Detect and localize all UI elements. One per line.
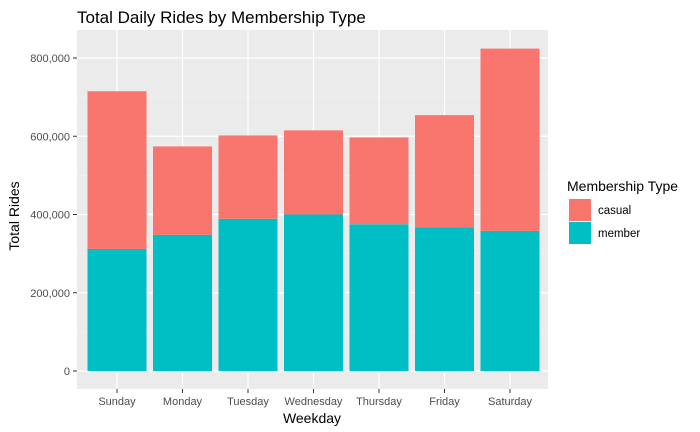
y-tick-label: 600,000 [30, 131, 70, 143]
x-tick-label: Monday [163, 396, 203, 408]
x-axis-title: Weekday [283, 410, 341, 426]
legend: Membership Type casual member [567, 178, 678, 244]
bar-member-thursday [349, 224, 409, 371]
bar-member-monday [153, 234, 212, 371]
legend-title: Membership Type [567, 178, 678, 194]
bar-member-friday [415, 227, 474, 371]
x-tick-label: Thursday [356, 396, 402, 408]
y-axis-title: Total Rides [6, 181, 22, 250]
y-tick-label: 800,000 [30, 53, 70, 65]
chart-title: Total Daily Rides by Membership Type [77, 8, 366, 27]
bar-casual-thursday [349, 137, 409, 225]
bar-casual-saturday [480, 48, 540, 231]
bar-casual-sunday [87, 91, 147, 249]
bar-member-saturday [480, 230, 540, 371]
bar-casual-friday [415, 115, 474, 228]
x-tick-label: Wednesday [285, 396, 343, 408]
x-axis: Sunday Monday Tuesday Wednesday Thursday Frid… [98, 389, 533, 408]
x-tick-label: Tuesday [227, 396, 269, 408]
bar-casual-tuesday [218, 135, 278, 219]
bar-casual-monday [153, 146, 212, 235]
x-tick-label: Saturday [488, 396, 533, 408]
x-tick-label: Sunday [98, 396, 136, 408]
x-tick-label: Friday [429, 396, 460, 408]
y-tick-label: 200,000 [30, 288, 70, 300]
legend-swatch-casual [569, 199, 591, 221]
y-tick-label: 400,000 [30, 210, 70, 222]
y-tick-label: 0 [64, 366, 70, 378]
bar-member-tuesday [218, 218, 278, 371]
bar-casual-wednesday [284, 130, 343, 215]
bars [87, 48, 540, 371]
bar-member-sunday [87, 248, 147, 371]
y-axis: 0 200,000 400,000 600,000 800,000 [30, 53, 77, 378]
legend-label-casual: casual [598, 205, 631, 217]
bar-member-wednesday [284, 214, 343, 371]
legend-swatch-member [569, 222, 591, 244]
legend-label-member: member [598, 228, 640, 240]
